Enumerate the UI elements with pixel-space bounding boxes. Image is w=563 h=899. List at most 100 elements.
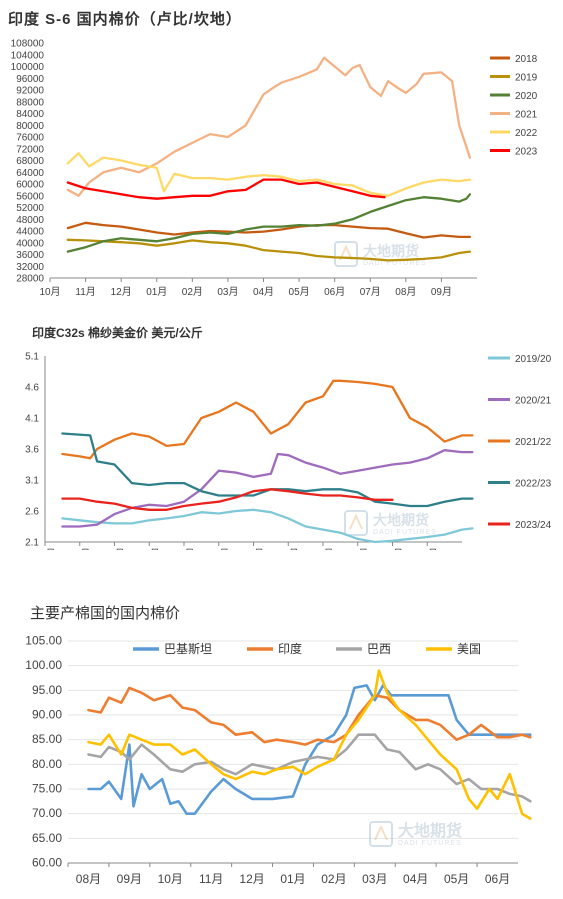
chart-2-x-tick-label: 02月	[208, 548, 229, 550]
chart-2-legend-label: 2020/21	[515, 396, 552, 407]
chart-2-x-tick-label: 05月	[312, 548, 333, 550]
chart-2-y-tick-label: 3.6	[25, 445, 39, 456]
chart-3-series-line-印度	[87, 686, 532, 746]
watermark-text: 大地期货	[398, 821, 462, 840]
watermark-logo-icon	[344, 510, 368, 536]
chart-1-series-line-2018	[66, 221, 472, 239]
chart-1-x-tick-label: 01月	[146, 286, 167, 298]
chart-1-y-tick-label: 28000	[16, 274, 44, 285]
chart-1-x-tick-label: 06月	[324, 286, 345, 298]
chart-2-y-tick-label: 5.1	[25, 352, 39, 363]
chart-2-legend-label: 2022/23	[515, 479, 552, 490]
chart-2-y-tick-label: 4.6	[25, 383, 39, 394]
chart-1-x-tick-label: 11月	[75, 286, 95, 298]
chart-1-y-tick-label: 68000	[16, 156, 44, 167]
chart-2-series-line-2022/23	[61, 432, 474, 508]
chart-3-y-tick-label: 95.00	[32, 683, 62, 697]
chart-2-series-line-2021/22	[61, 379, 474, 460]
chart-3-x-tick-label: 09月	[117, 872, 142, 886]
chart-1-y-tick-label: 32000	[16, 262, 44, 273]
chart-2-series-line-2019/20	[61, 508, 474, 544]
chart-3-legend-label: 巴基斯坦	[164, 642, 212, 656]
chart-3-x-tick-label: 10月	[158, 872, 183, 886]
chart-1-y-tick-label: 36000	[16, 250, 44, 261]
chart-major-producers-cotton-price: 60.00 65.00 70.00 75.00 80.00 85.00 90.00 95.00…	[0, 596, 563, 896]
chart-2-svg: 2.1 2.6 3.1 3.6 4.1 4.6 5.1 09月 10月 11月 12月 01月 02月 0…	[25, 352, 552, 551]
chart-2-x-tick-label: 08月	[417, 548, 438, 550]
chart-3-y-tick-label: 60.00	[32, 856, 62, 870]
chart-1-legend-label: 2020	[515, 91, 538, 102]
chart-1-x-tick-label: 07月	[360, 286, 381, 298]
watermark-subtext: DADI FUTURES	[363, 260, 427, 267]
chart-1-x-tick-label: 04月	[253, 286, 274, 298]
watermark-subtext: DADI FUTURES	[373, 529, 437, 536]
chart-3-svg: 60.00 65.00 70.00 75.00 80.00 85.00 90.00 95.00…	[25, 634, 532, 886]
chart-3-x-tick-label: 06月	[485, 872, 510, 886]
chart-2-x-tick-label: 04月	[278, 548, 299, 550]
chart-3-y-tick-label: 75.00	[32, 782, 62, 796]
chart-1-y-tick-label: 76000	[16, 133, 44, 144]
chart-3-x-tick-label: 04月	[403, 872, 428, 886]
watermark-text: 大地期货	[373, 512, 429, 528]
chart-1-x-tick-label: 05月	[289, 286, 310, 298]
chart-3-y-tick-label: 90.00	[32, 708, 62, 722]
chart-1-y-tick-label: 52000	[16, 203, 44, 214]
chart-3-y-tick-label: 80.00	[32, 757, 62, 771]
chart-1-x-tick-label: 02月	[182, 286, 203, 298]
chart-1-y-tick-label: 48000	[16, 215, 44, 226]
chart-3-y-tick-label: 105.00	[25, 634, 62, 648]
chart-1-x-tick-label: 09月	[431, 286, 452, 298]
chart-1-x-tick-label: 03月	[217, 286, 238, 298]
chart-2-y-tick-label: 2.1	[25, 538, 39, 549]
chart-3-legend-label: 印度	[278, 641, 302, 656]
chart-3-y-tick-label: 100.00	[25, 658, 62, 672]
chart-1-y-tick-label: 84000	[16, 109, 44, 120]
watermark-logo-mark-icon	[349, 513, 363, 530]
chart-2-y-tick-label: 3.1	[25, 476, 39, 487]
chart-1-legend-label: 2021	[515, 110, 538, 121]
chart-2-x-tick-label: 09月	[34, 548, 55, 550]
chart-3-x-tick-label: 02月	[321, 872, 346, 886]
chart-2-title: 印度C32s 棉纱美金价 美元/公斤	[32, 326, 203, 340]
chart-3-x-tick-label: 03月	[362, 872, 387, 886]
chart-india-s6-cotton-price: 28000 32000 36000 40000 44000 48000 52000 56000…	[0, 0, 563, 300]
watermark-subtext: DADI FUTURES	[398, 840, 462, 847]
chart-3-series-line-巴基斯坦	[87, 684, 532, 815]
chart-2-legend-label: 2021/22	[515, 437, 552, 448]
chart-1-y-tick-label: 72000	[16, 144, 44, 155]
chart-2-x-tick-label: 10月	[69, 548, 90, 550]
chart-3-x-tick-label: 05月	[444, 872, 469, 886]
chart-1-legend-label: 2018	[515, 54, 538, 65]
chart-1-title: 印度 S-6 国内棉价（卢比/坎地）	[8, 11, 242, 28]
chart-1-y-tick-label: 60000	[16, 180, 44, 191]
chart-2-x-tick-label: 07月	[382, 548, 403, 550]
chart-1-y-tick-label: 104000	[11, 50, 45, 61]
chart-2-x-tick-label: 06月	[347, 548, 368, 550]
chart-3-x-tick-label: 01月	[280, 872, 305, 886]
chart-1-y-tick-label: 92000	[16, 86, 44, 97]
watermark-text: 大地期货	[363, 243, 419, 259]
watermark-logo-icon	[369, 821, 393, 847]
chart-1-series-line-2020	[66, 193, 472, 253]
chart-1-y-tick-label: 80000	[16, 121, 44, 132]
chart-2-x-tick-label: 01月	[173, 548, 194, 550]
chart-3-x-tick-label: 12月	[239, 872, 264, 886]
watermark-logo-icon	[334, 241, 358, 267]
chart-3-title: 主要产棉国的国内棉价	[30, 605, 181, 622]
chart-1-y-tick-label: 88000	[16, 97, 44, 108]
chart-3-y-tick-label: 85.00	[32, 732, 62, 746]
chart-2-x-tick-label: 12月	[139, 548, 160, 550]
chart-1-x-tick-label: 12月	[111, 286, 132, 298]
chart-india-c32s-yarn-price: 2.1 2.6 3.1 3.6 4.1 4.6 5.1 09月 10月 11月 12月 01月 02月 0…	[0, 318, 563, 550]
chart-3-x-tick-label: 11月	[199, 872, 223, 886]
chart-1-y-tick-label: 100000	[11, 62, 45, 73]
chart-2-y-tick-label: 2.6	[25, 507, 39, 518]
chart-1-svg: 2800032000360004000044000480005200056000…	[11, 39, 538, 299]
chart-1-series-line-2022	[66, 152, 472, 197]
chart-3-legend-label: 美国	[457, 642, 481, 656]
chart-2-x-tick-label: 03月	[243, 548, 264, 550]
chart-2-x-tick-label: 11月	[104, 548, 124, 550]
watermark-logo-mark-icon	[339, 244, 353, 261]
